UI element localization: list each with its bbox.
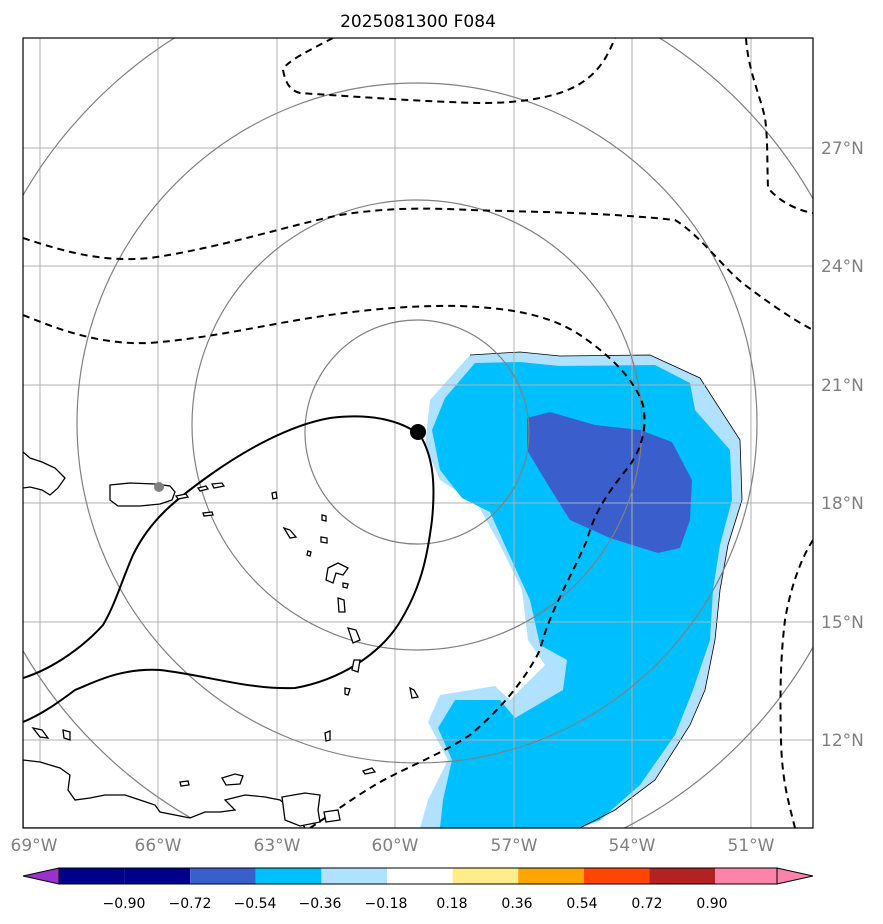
coast-south-america	[23, 759, 306, 828]
coast-island-f	[321, 514, 327, 522]
coast-st-lucia	[351, 659, 361, 673]
coast-barbados	[409, 686, 420, 699]
coast-island-e	[282, 526, 298, 539]
coast-island-i	[342, 582, 349, 589]
coast-island-c	[202, 511, 214, 517]
lat-label: 21°N	[821, 376, 864, 396]
colorbar-label: −0.54	[234, 896, 277, 912]
colorbar-label: 0.18	[436, 896, 467, 912]
coast-dominica	[337, 597, 346, 613]
colorbar-label: −0.36	[299, 896, 342, 912]
solid-contour-lower	[23, 434, 435, 723]
colorbar-frame	[58, 867, 778, 885]
lat-labels: 12°N 15°N 18°N 21°N 24°N 27°N	[821, 139, 864, 751]
coast-island-a	[196, 485, 210, 492]
colorbar-label: 0.36	[501, 896, 532, 912]
colorbar-label: 0.90	[696, 896, 727, 912]
lon-label: 51°W	[728, 836, 775, 856]
coast-hispaniola-edge	[23, 451, 66, 496]
lon-labels: 69°W 66°W 63°W 60°W 57°W 54°W 51°W	[11, 836, 775, 856]
lon-label: 69°W	[11, 836, 58, 856]
coastlines	[23, 451, 420, 828]
coast-trinidad	[281, 792, 321, 827]
coast-island-l	[323, 809, 341, 823]
colorbar-bin	[255, 868, 322, 884]
solid-contour	[23, 415, 421, 679]
lon-label: 63°W	[254, 836, 301, 856]
range-ring-2	[191, 199, 643, 651]
colorbar-bin	[190, 868, 256, 884]
colorbar-extend-low	[22, 867, 60, 885]
map-title: 2025081300 F084	[340, 12, 496, 32]
colorbar-label: −0.90	[103, 896, 146, 912]
dashed-contour-top	[281, 38, 616, 105]
colorbar-bin	[715, 868, 777, 884]
shade-outline	[469, 351, 743, 828]
lat-label: 18°N	[821, 494, 864, 514]
dashed-contour-right-top	[745, 38, 813, 214]
coast-island-h	[306, 550, 312, 557]
colorbar-bin	[59, 868, 125, 884]
colorbar-label: −0.72	[169, 896, 212, 912]
coast-island-k	[361, 767, 377, 775]
lon-label: 66°W	[135, 836, 182, 856]
colorbar-extend-high	[776, 867, 814, 885]
colorbar-bin	[452, 868, 519, 884]
coast-guadeloupe	[325, 562, 349, 584]
storm-center-marker	[410, 424, 426, 440]
coast-martinique	[347, 627, 361, 644]
coast-island-g	[320, 536, 328, 544]
coast-island-b	[210, 482, 226, 489]
colorbar-bin	[518, 868, 584, 884]
colorbar-bin	[649, 868, 715, 884]
coast-grenadines	[324, 730, 331, 742]
colorbar-label: 0.72	[631, 896, 662, 912]
lat-label: 27°N	[821, 139, 864, 159]
range-ring-1	[304, 319, 530, 545]
lon-label: 54°W	[609, 836, 656, 856]
colorbar-bin	[387, 868, 453, 884]
dashed-contour-upper	[23, 207, 813, 331]
lon-label: 57°W	[491, 836, 538, 856]
colorbar-bin	[124, 868, 191, 884]
lon-label: 60°W	[372, 836, 419, 856]
dashed-contour-middle	[23, 304, 646, 828]
dashed-contours	[23, 38, 813, 828]
lat-label: 15°N	[821, 613, 864, 633]
lat-label: 12°N	[821, 731, 864, 751]
shade-dark-region	[527, 412, 692, 553]
map-frame	[22, 37, 814, 829]
coast-puerto-rico	[109, 482, 176, 507]
lat-label: 24°N	[821, 257, 864, 277]
anomaly-field	[420, 351, 743, 828]
coast-virgin-islands	[174, 493, 190, 500]
coast-leeward-west	[31, 726, 50, 739]
coast-island-j	[221, 773, 244, 786]
coast-st-vincent	[344, 687, 351, 696]
coast-leeward-west-2	[62, 729, 71, 741]
colorbar-label: −0.18	[365, 896, 408, 912]
reference-point-marker	[154, 482, 164, 492]
coast-island-d	[271, 491, 278, 500]
gridlines	[23, 38, 813, 828]
colorbar-bin	[321, 868, 387, 884]
colorbar-label: 0.54	[566, 896, 597, 912]
coast-tobago-area	[179, 780, 190, 787]
colorbar-bin	[583, 868, 650, 884]
colorbar: −0.90 −0.72 −0.54 −0.36 −0.18 0.18 0.36 …	[22, 867, 814, 912]
dashed-contour-right-bottom	[779, 539, 813, 828]
